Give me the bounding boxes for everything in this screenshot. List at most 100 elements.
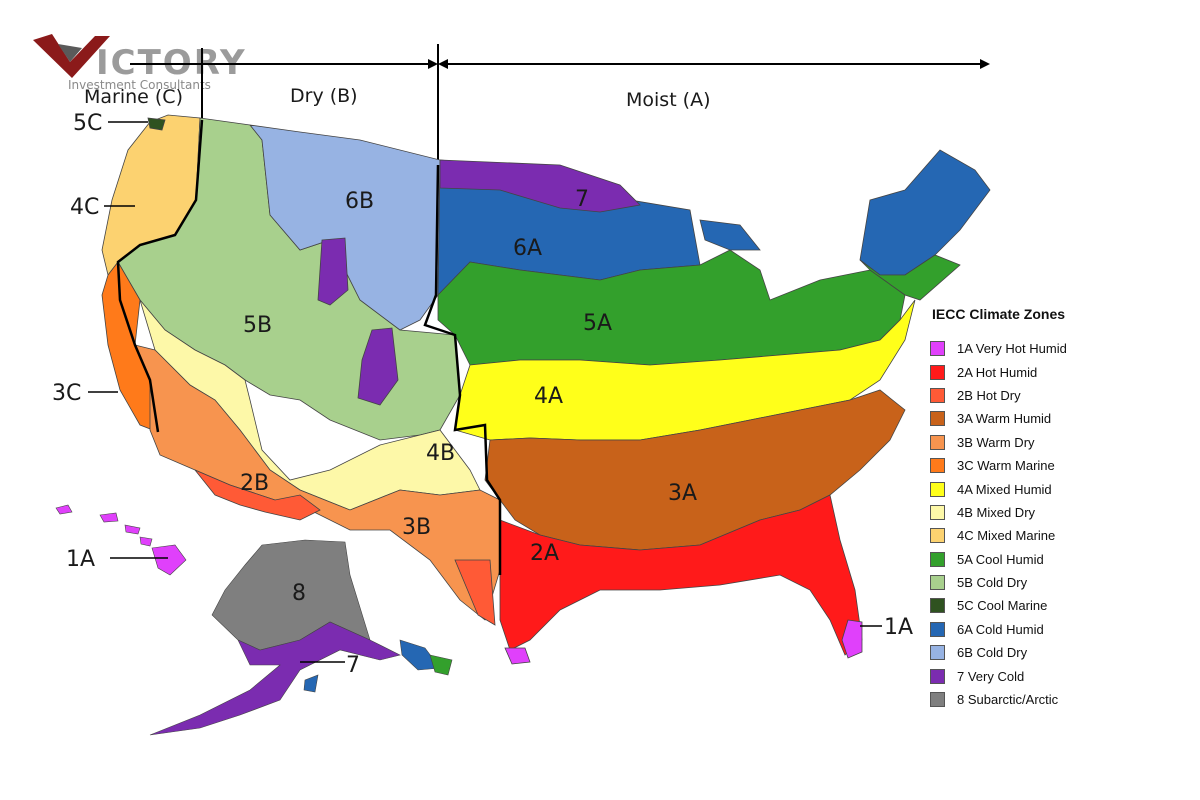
label-1a-florida: 1A [884,615,913,640]
legend-swatch [930,692,945,708]
dry-moist-boundary [423,164,502,575]
label-3b: 3B [402,515,431,540]
moisture-boundaries [116,119,502,575]
label-8: 8 [292,581,306,606]
arrowhead-moist-right [980,59,990,69]
region-dry-label: Dry (B) [290,85,358,107]
legend-swatch [930,598,945,614]
zone-6a-alaska-island [303,674,319,693]
legend-swatch [930,504,945,520]
legend-item: 4A Mixed Humid [930,477,1170,500]
legend-label: 3B Warm Dry [957,434,1035,450]
legend-label: 4A Mixed Humid [957,481,1052,497]
legend-swatch [930,411,945,427]
legend-swatch [930,387,945,403]
zone-5a-northeast [859,254,961,301]
legend-items: 1A Very Hot Humid 2A Hot Humid 2B Hot Dry 3… [930,337,1170,711]
label-3c: 3C [52,381,81,406]
legend-label: 5C Cool Marine [957,598,1048,614]
legend-label: 6B Cold Dry [957,645,1028,661]
label-5b: 5B [243,313,272,338]
zone-3c-region [101,261,159,433]
logo-tagline: Investment Consultants [68,78,211,92]
arrowhead-dry-right [428,59,438,69]
legend-label: 5A Cool Humid [957,551,1044,567]
legend-item: 3A Warm Humid [930,407,1170,430]
legend-label: 5B Cold Dry [957,575,1028,591]
legend-title: IECC Climate Zones [932,306,1066,322]
legend-swatch [930,341,945,357]
label-pointers [88,121,882,663]
label-2a: 2A [530,541,559,566]
legend-label: 3A Warm Humid [957,411,1052,427]
marine-boundary [116,119,204,433]
label-3a: 3A [668,481,697,506]
alaska [149,539,453,736]
legend-label: 2A Hot Humid [957,364,1038,380]
logo-v-inner [58,44,82,62]
region-arrowheads [428,59,990,69]
legend-item: 3B Warm Dry [930,431,1170,454]
legend-label: 8 Subarctic/Arctic [957,692,1059,708]
legend-item: 2A Hot Humid [930,360,1170,383]
legend-swatch [930,481,945,497]
legend-item: 4B Mixed Dry [930,501,1170,524]
label-4a: 4A [534,384,563,409]
zone-7-alaska-region [149,621,401,736]
region-dividers [130,44,982,165]
zone-1a-texas [504,647,531,665]
logo-v-mark [33,34,110,78]
legend-item: 6B Cold Dry [930,641,1170,664]
legend-label: 6A Cold Humid [957,621,1044,637]
zone-1a-florida [841,619,863,659]
legend-item: 5C Cool Marine [930,594,1170,617]
legend-swatch [930,364,945,380]
legend-label: 4C Mixed Marine [957,528,1056,544]
legend-label: 1A Very Hot Humid [957,341,1067,357]
legend-item: 8 Subarctic/Arctic [930,688,1170,711]
label-4c: 4C [70,195,99,220]
zone-7-wyoming [317,237,349,306]
zone-2b-south-texas [454,559,496,626]
legend-label: 4B Mixed Dry [957,504,1036,520]
label-5c: 5C [73,111,102,136]
zone-7-colorado [357,327,399,406]
legend-swatch [930,458,945,474]
label-2b: 2B [240,471,269,496]
legend-label: 2B Hot Dry [957,387,1021,403]
legend-label: 3C Warm Marine [957,458,1055,474]
label-5a: 5A [583,311,612,336]
zone-6a-michigan [699,219,761,251]
legend-swatch [930,551,945,567]
legend-swatch [930,645,945,661]
zone-6b-region [249,124,441,331]
label-6b: 6B [345,189,374,214]
contiguous-us [101,114,991,665]
legend-swatch [930,434,945,450]
zone-7-north [439,159,641,213]
label-1a-hawaii: 1A [66,547,95,572]
zone-2a-region [499,494,863,656]
label-7-north: 7 [575,187,589,212]
label-4b: 4B [426,441,455,466]
legend-item: 6A Cold Humid [930,618,1170,641]
legend-label: 7 Very Cold [957,668,1025,684]
legend-swatch [930,575,945,591]
legend-item: 5A Cool Humid [930,548,1170,571]
legend: IECC Climate Zones 1A Very Hot Humid 2A H… [930,306,1170,711]
legend-swatch [930,528,945,544]
legend-item: 3C Warm Marine [930,454,1170,477]
label-6a: 6A [513,236,542,261]
hawaii [55,504,187,576]
legend-item: 7 Very Cold [930,664,1170,687]
arrowhead-moist-left [438,59,448,69]
legend-item: 1A Very Hot Humid [930,337,1170,360]
zone-5a-alaska [429,654,453,676]
zone-5c-region [147,117,166,131]
region-moist-label: Moist (A) [626,89,711,111]
label-7-alaska: 7 [346,653,360,678]
legend-item: 4C Mixed Marine [930,524,1170,547]
zone-6a-alaska [399,639,441,671]
zone-2b-region [194,469,321,521]
